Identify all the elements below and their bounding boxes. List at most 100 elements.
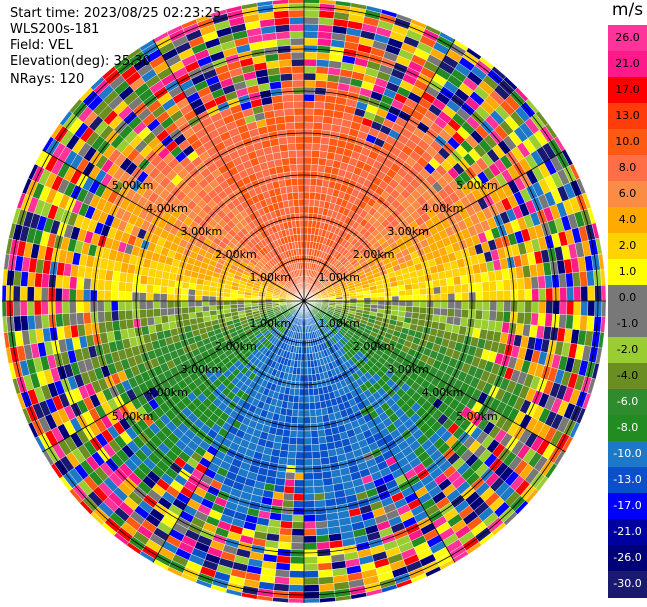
range-gate [419, 287, 427, 296]
range-gate [276, 555, 291, 564]
range-gate [293, 395, 300, 404]
range-gate [317, 38, 332, 47]
range-gate [318, 443, 328, 452]
range-gate [454, 300, 463, 310]
range-gate [309, 191, 316, 200]
range-gate [482, 300, 491, 311]
range-gate [125, 309, 134, 320]
range-gate [461, 300, 470, 310]
range-gate [502, 311, 511, 323]
range-gate [390, 285, 399, 292]
range-gate [545, 300, 554, 315]
range-gate [118, 310, 127, 321]
range-gate [303, 233, 308, 242]
range-gate [303, 500, 315, 509]
range-gate [308, 205, 315, 214]
range-gate [538, 288, 547, 302]
range-gate [166, 293, 175, 302]
range-gate [311, 157, 320, 165]
range-gate [315, 73, 328, 82]
range-gate [516, 277, 525, 290]
range-gate [20, 271, 29, 287]
range-gate [377, 292, 386, 298]
range-gate [503, 290, 512, 302]
range-gate [295, 451, 305, 460]
range-gate [488, 280, 497, 292]
range-gate [559, 287, 568, 302]
range-gate [295, 458, 305, 467]
range-gate [208, 300, 217, 307]
range-gate [303, 51, 318, 60]
range-gate [152, 292, 161, 302]
range-gate [277, 541, 292, 550]
range-gate [303, 9, 320, 18]
range-gate [316, 59, 330, 68]
range-gate [97, 279, 106, 291]
range-gate [194, 295, 203, 302]
range-gate [307, 374, 313, 383]
range-gate [303, 458, 313, 467]
range-gate [303, 374, 309, 383]
range-gate [110, 300, 119, 312]
range-gate [13, 315, 22, 332]
range-gate [291, 535, 305, 544]
range-gate [315, 513, 328, 522]
range-gate [153, 308, 161, 317]
range-gate [54, 287, 63, 302]
range-gate [311, 143, 321, 151]
range-gate [68, 300, 77, 314]
range-gate [1, 285, 7, 302]
range-gate [292, 402, 299, 411]
range-gate [69, 312, 78, 326]
range-gate [523, 277, 532, 290]
range-gate [310, 164, 319, 172]
range-gate [315, 520, 328, 529]
range-gate [55, 274, 64, 289]
range-gate [229, 304, 238, 309]
range-gate [565, 272, 574, 288]
range-gate [317, 562, 333, 571]
range-gate [303, 16, 320, 25]
range-gate [303, 156, 312, 165]
range-gate [229, 296, 238, 302]
range-gate [461, 292, 470, 302]
range-gate [293, 493, 305, 502]
range-gate [313, 492, 326, 501]
range-gate [300, 353, 305, 362]
range-gate [311, 437, 320, 445]
range-gate [303, 205, 310, 214]
range-gate [303, 395, 310, 404]
range-gate [309, 402, 316, 411]
range-gate [313, 108, 325, 117]
range-gate [303, 465, 314, 474]
range-gate [315, 415, 324, 424]
range-gate [303, 430, 312, 439]
range-gate [118, 281, 127, 292]
range-gate [321, 470, 333, 480]
range-gate [188, 312, 197, 320]
range-gate [601, 300, 607, 317]
range-gate [459, 274, 469, 285]
range-gate [201, 295, 210, 302]
range-gate [208, 295, 217, 302]
range-gate [201, 300, 210, 307]
range-gate [312, 471, 323, 480]
range-gate [182, 318, 191, 327]
range-gate [311, 451, 321, 459]
range-gate [82, 300, 91, 313]
range-gate [370, 300, 379, 306]
range-gate [303, 184, 311, 193]
range-gate [311, 444, 320, 452]
range-gate [538, 300, 547, 314]
range-gate [236, 297, 245, 302]
range-gate [405, 295, 414, 302]
range-gate [303, 219, 309, 228]
range-gate [289, 563, 305, 572]
range-gate [320, 136, 331, 146]
range-gate [303, 0, 320, 4]
range-gate [303, 135, 313, 144]
range-gate [303, 58, 317, 67]
range-gate [309, 409, 317, 417]
range-gate [76, 312, 85, 325]
